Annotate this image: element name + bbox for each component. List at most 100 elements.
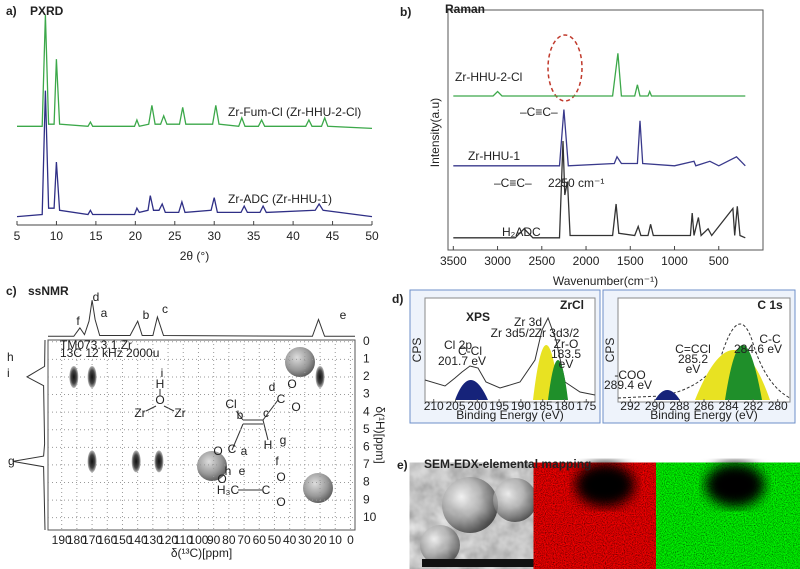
chart-title: Raman: [445, 2, 485, 16]
cross-peak: [87, 450, 97, 473]
panel-label: b): [400, 5, 411, 19]
series-line: [453, 53, 746, 97]
peak-letter: f: [76, 314, 80, 328]
structure-label: C: [277, 392, 286, 406]
structure-label: H₃C: [217, 483, 240, 497]
x-tick-label: 282: [743, 399, 763, 413]
structure-label: d: [269, 380, 276, 394]
x-axis-label: 2θ (°): [180, 249, 209, 263]
acquisition-info: TM073.3.1.Zr: [60, 338, 132, 352]
y-axis-label: δ(¹H)[ppm]: [373, 406, 387, 463]
y-tick-label: 5: [363, 422, 370, 436]
annotation: 2250 cm⁻¹: [548, 176, 604, 190]
panel-label: c): [6, 284, 17, 298]
y-tick-label: 6: [363, 439, 370, 453]
x-tick-label: 80: [222, 533, 236, 547]
xps-name: C 1s: [757, 298, 783, 312]
x-tick-label: 190: [511, 399, 531, 413]
xps-peak: [455, 380, 488, 400]
x-tick-label: 180: [67, 533, 87, 547]
y-axis-label: CPS: [603, 338, 617, 363]
peak-label: eV: [686, 362, 701, 376]
projection-1h: [12, 339, 46, 531]
structure-label: O: [213, 444, 222, 458]
x-tick-label: 40: [283, 533, 297, 547]
x-tick-label: 170: [82, 533, 102, 547]
x-tick-label: 288: [669, 399, 689, 413]
peak-letter: a: [101, 306, 108, 320]
peak-label: Zr 3d3/2: [535, 326, 580, 340]
structure-label: g: [280, 433, 287, 447]
peak-label: C-C: [759, 332, 781, 346]
peak-letter: d: [93, 290, 100, 304]
structure-label: e: [239, 464, 246, 478]
xps-trace: [424, 316, 596, 396]
x-tick-label: 25: [168, 229, 182, 243]
x-tick-label: 284: [719, 399, 739, 413]
structure-label: i: [161, 366, 164, 380]
y-axis-label: Intensity(a.u): [428, 98, 442, 167]
x-tick-label: 0: [347, 533, 354, 547]
y-tick-label: 0: [363, 334, 370, 348]
metal-node: [197, 451, 227, 481]
x-tick-label: 2500: [528, 254, 555, 268]
cross-peak: [315, 365, 325, 388]
x-tick-label: 20: [129, 229, 143, 243]
peak-label: 284.6 eV: [734, 342, 782, 356]
series-line: [453, 140, 746, 239]
x-tick-label: 30: [298, 533, 312, 547]
plot-frame: [447, 9, 764, 251]
x-tick-label: 120: [158, 533, 178, 547]
structure-label: O: [291, 400, 300, 414]
x-tick-label: 15: [89, 229, 103, 243]
edx-shadow: [705, 463, 765, 507]
structure-label: O: [287, 377, 296, 391]
peak-label: C-Cl: [458, 344, 482, 358]
x-tick-label: 1500: [617, 254, 644, 268]
peak-letter: i: [7, 366, 10, 380]
x-tick-label: 180: [554, 399, 574, 413]
structure-label: h: [225, 464, 232, 478]
panel-d: d) XPS ZrCl CPS Binding Energy (eV) 210 205 200…: [392, 289, 796, 424]
x-tick-label: 30: [208, 229, 222, 243]
panel-label: d): [392, 292, 403, 306]
x-tick-label: 40: [286, 229, 300, 243]
peak-label: 285.2: [678, 352, 708, 366]
metal-node: [303, 473, 333, 503]
structure-label: Cl: [225, 397, 236, 411]
y-tick-label: 9: [363, 492, 370, 506]
x-tick-label: 185: [533, 399, 553, 413]
highlight-ellipse: [547, 34, 583, 102]
peak-label: Cl 2p: [444, 338, 472, 352]
x-tick-label: 3000: [484, 254, 511, 268]
annotation: –C≡C–: [494, 176, 532, 190]
y-tick-label: 10: [363, 510, 377, 524]
x-tick-label: 205: [445, 399, 465, 413]
peak-letter: h: [7, 350, 14, 364]
plot-frame: [47, 339, 356, 531]
structure-label: O: [155, 393, 164, 407]
chart-title: PXRD: [30, 4, 64, 18]
structure-label: b: [237, 408, 244, 422]
panel-label: e): [397, 458, 408, 472]
y-tick-label: 1: [363, 352, 370, 366]
x-tick-label: 210: [424, 399, 444, 413]
panel-a: a) PXRD 5 10 15 20 25 30 35 40 45 50 2θ (°) Zr-Fum-Cl…: [6, 4, 379, 263]
peak-label: Zr 3d5/2: [491, 326, 536, 340]
series-label: Zr-Fum-Cl (Zr-HHU-2-Cl): [228, 105, 361, 119]
peak-label: 201.7 eV: [438, 354, 486, 368]
series-label: Zr-HHU-1: [468, 149, 520, 163]
xps-peak: [725, 345, 762, 400]
peak-letter: b: [143, 308, 150, 322]
x-tick-label: 200: [467, 399, 487, 413]
x-tick-label: 3500: [440, 254, 467, 268]
y-tick-label: 2: [363, 369, 370, 383]
x-tick-label: 50: [268, 533, 282, 547]
structure-label: O: [217, 472, 226, 486]
cross-peak: [87, 365, 97, 388]
chart-title: XPS: [466, 310, 490, 324]
cross-peak: [154, 450, 164, 473]
sem-particle: [420, 525, 460, 565]
annotation: –C≡C–: [520, 105, 558, 119]
